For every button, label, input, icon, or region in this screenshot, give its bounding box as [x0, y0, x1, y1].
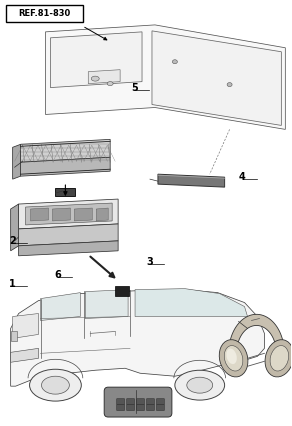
Ellipse shape	[226, 349, 237, 364]
Text: 3: 3	[146, 257, 153, 267]
Ellipse shape	[227, 83, 232, 87]
Polygon shape	[85, 290, 128, 319]
Polygon shape	[13, 314, 39, 339]
Ellipse shape	[224, 346, 243, 371]
FancyBboxPatch shape	[55, 189, 75, 197]
FancyBboxPatch shape	[137, 405, 145, 411]
Polygon shape	[21, 158, 110, 177]
FancyBboxPatch shape	[157, 405, 164, 411]
Polygon shape	[19, 225, 118, 246]
FancyBboxPatch shape	[6, 6, 83, 23]
Ellipse shape	[41, 376, 69, 394]
Polygon shape	[74, 209, 92, 222]
Polygon shape	[158, 175, 225, 188]
Polygon shape	[41, 293, 80, 321]
Polygon shape	[21, 140, 110, 163]
Ellipse shape	[270, 346, 288, 371]
Polygon shape	[88, 71, 120, 84]
FancyBboxPatch shape	[147, 405, 154, 411]
Ellipse shape	[91, 77, 99, 82]
Text: 1: 1	[9, 278, 16, 288]
Polygon shape	[11, 348, 39, 363]
Text: 2: 2	[9, 236, 16, 245]
Polygon shape	[53, 209, 70, 222]
Polygon shape	[51, 33, 142, 88]
Ellipse shape	[265, 340, 292, 377]
FancyBboxPatch shape	[127, 399, 135, 405]
FancyBboxPatch shape	[127, 405, 135, 411]
Text: 5: 5	[131, 83, 138, 93]
Polygon shape	[19, 241, 118, 256]
Polygon shape	[152, 32, 281, 126]
FancyBboxPatch shape	[115, 286, 129, 296]
Polygon shape	[229, 314, 284, 349]
Ellipse shape	[219, 340, 248, 377]
FancyBboxPatch shape	[137, 399, 145, 405]
Polygon shape	[11, 204, 19, 251]
Ellipse shape	[175, 370, 225, 400]
Ellipse shape	[107, 83, 113, 86]
Polygon shape	[96, 209, 108, 222]
Polygon shape	[13, 145, 21, 180]
FancyBboxPatch shape	[117, 405, 125, 411]
Polygon shape	[135, 289, 248, 317]
Ellipse shape	[29, 369, 81, 401]
Ellipse shape	[187, 377, 213, 393]
Polygon shape	[19, 200, 118, 229]
FancyBboxPatch shape	[147, 399, 154, 405]
FancyBboxPatch shape	[117, 399, 125, 405]
Polygon shape	[26, 204, 112, 225]
Text: 6: 6	[54, 270, 61, 279]
Polygon shape	[46, 26, 285, 130]
Polygon shape	[31, 209, 48, 222]
Polygon shape	[11, 290, 265, 386]
FancyBboxPatch shape	[11, 332, 17, 342]
Text: 4: 4	[239, 172, 246, 182]
FancyBboxPatch shape	[157, 399, 164, 405]
FancyBboxPatch shape	[104, 387, 172, 417]
Ellipse shape	[172, 60, 177, 65]
Text: REF.81-830: REF.81-830	[18, 9, 71, 18]
